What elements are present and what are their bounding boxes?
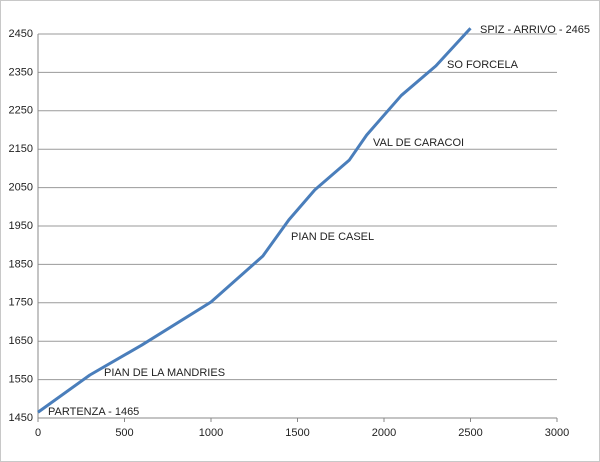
x-tick-label: 3000 bbox=[545, 427, 569, 439]
y-tick-label: 1650 bbox=[9, 335, 33, 347]
data-line bbox=[37, 27, 472, 414]
y-tick-label: 2150 bbox=[9, 143, 33, 155]
x-tick-label: 2500 bbox=[458, 427, 482, 439]
annotation: PIAN DE CASEL bbox=[291, 231, 374, 243]
annotation: PARTENZA - 1465 bbox=[48, 406, 139, 418]
y-tick-label: 2050 bbox=[9, 182, 33, 194]
annotation: SPIZ - ARRIVO - 2465 bbox=[480, 24, 590, 36]
x-tick-label: 0 bbox=[35, 427, 41, 439]
y-tick-label: 2250 bbox=[9, 105, 33, 117]
y-tick-label: 2450 bbox=[9, 28, 33, 40]
y-tick-label: 1450 bbox=[9, 412, 33, 424]
annotation: PIAN DE LA MANDRIES bbox=[104, 367, 225, 379]
y-tick-label: 1550 bbox=[9, 374, 33, 386]
x-tick-label: 1500 bbox=[285, 427, 309, 439]
y-tick-label: 1850 bbox=[9, 258, 33, 270]
x-tick-label: 2000 bbox=[372, 427, 396, 439]
x-tick-label: 500 bbox=[115, 427, 133, 439]
x-tick-label: 1000 bbox=[199, 427, 223, 439]
y-tick-label: 2350 bbox=[9, 66, 33, 78]
y-tick-label: 1750 bbox=[9, 297, 33, 309]
annotation: VAL DE CARACOI bbox=[373, 137, 464, 149]
annotation: SO FORCELA bbox=[447, 59, 519, 71]
y-tick-label: 1950 bbox=[9, 220, 33, 232]
